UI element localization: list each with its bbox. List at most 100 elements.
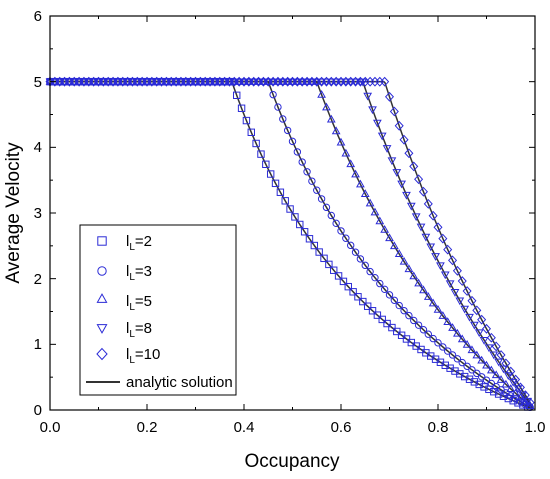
y-tick-label: 6: [34, 8, 42, 25]
data-point: [463, 362, 471, 370]
data-point: [388, 323, 396, 332]
data-point: [399, 134, 409, 145]
data-point: [501, 358, 511, 369]
data-point: [342, 234, 350, 242]
data-point: [395, 301, 403, 310]
data-point: [452, 265, 462, 276]
x-tick-label: 1.0: [525, 419, 546, 436]
data-point: [434, 339, 442, 347]
data-point: [358, 78, 368, 87]
data-point: [298, 158, 306, 166]
data-point: [450, 289, 460, 297]
data-point: [392, 169, 402, 177]
data-point: [467, 345, 477, 354]
data-point: [346, 159, 356, 168]
x-tick-label: 0.4: [234, 419, 255, 436]
data-point: [332, 219, 340, 228]
data-point: [470, 378, 479, 386]
data-point: [97, 236, 107, 246]
data-point: [372, 119, 382, 128]
data-point: [341, 148, 351, 157]
data-point: [262, 160, 270, 169]
data-point: [465, 313, 474, 322]
data-point: [96, 293, 108, 303]
data-point: [400, 306, 408, 315]
data-point: [433, 222, 443, 233]
data-point: [315, 248, 323, 256]
data-point: [448, 351, 457, 359]
data-point: [426, 243, 436, 252]
data-point: [494, 358, 504, 367]
data-point: [247, 128, 255, 137]
data-point: [365, 198, 375, 207]
data-point: [389, 241, 399, 250]
data-point: [322, 203, 331, 212]
data-point: [397, 180, 407, 189]
data-point: [457, 276, 467, 286]
data-point: [428, 298, 438, 307]
data-point: [419, 285, 428, 294]
x-tick-label: 0.8: [428, 419, 449, 436]
data-point: [424, 330, 432, 338]
data-point: [439, 343, 447, 351]
data-point: [393, 327, 401, 336]
data-point: [421, 233, 431, 242]
data-point: [489, 351, 499, 360]
data-point: [351, 248, 360, 256]
data-point: [310, 241, 319, 250]
data-point: [300, 228, 309, 236]
data-point: [469, 321, 479, 330]
data-point: [499, 365, 508, 374]
data-point: [484, 344, 494, 353]
data-point: [475, 380, 483, 389]
data-point: [404, 148, 414, 159]
y-tick-label: 2: [34, 271, 42, 288]
data-point: [506, 384, 516, 392]
data-point: [308, 177, 316, 185]
data-point: [515, 382, 525, 393]
legend-box: [79, 224, 237, 396]
data-point: [423, 198, 433, 209]
data-point: [399, 256, 409, 265]
data-point: [257, 150, 265, 158]
data-point: [473, 369, 481, 378]
data-point: [436, 262, 445, 271]
data-point: [279, 115, 287, 123]
data-point: [440, 271, 450, 280]
data-point: [360, 189, 370, 197]
data-point: [296, 220, 304, 229]
data-point: [405, 311, 413, 320]
data-point: [523, 397, 533, 406]
data-point: [349, 288, 357, 296]
data-point: [356, 179, 365, 188]
axis-ticks: [49, 15, 536, 411]
data-point: [320, 254, 328, 263]
data-point: [334, 272, 343, 280]
data-point: [366, 267, 374, 276]
data-point: [406, 202, 416, 211]
data-point: [97, 266, 107, 276]
data-point: [354, 293, 362, 301]
data-point: [274, 103, 282, 111]
data-point: [252, 139, 260, 148]
data-point: [520, 390, 530, 400]
data-point: [387, 157, 397, 166]
y-axis-title: Average Velocity: [3, 142, 24, 284]
data-point: [286, 205, 294, 213]
data-point: [445, 280, 455, 289]
data-point: [317, 195, 326, 203]
data-point: [336, 137, 346, 146]
data-point: [404, 264, 414, 273]
data-point: [428, 210, 438, 221]
data-point: [317, 89, 326, 98]
data-point: [460, 372, 469, 381]
data-point: [394, 120, 404, 131]
data-point: [327, 211, 335, 220]
data-point: [351, 169, 360, 178]
data-point: [486, 332, 496, 343]
x-tick-label: 0.6: [331, 419, 352, 436]
data-point: [496, 350, 506, 360]
data-point: [313, 186, 321, 194]
data-point: [453, 328, 462, 337]
data-point: [325, 260, 333, 269]
